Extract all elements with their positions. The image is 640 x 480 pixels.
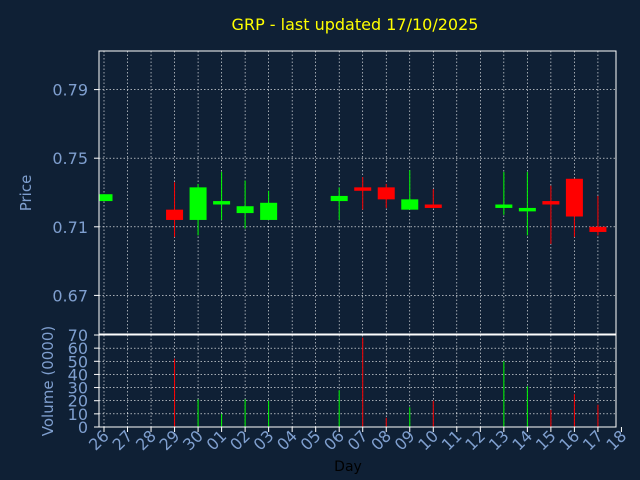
volume-tick-label: 60 — [68, 339, 88, 358]
volume-frame — [98, 334, 617, 428]
candles — [99, 170, 607, 244]
candle — [99, 194, 113, 202]
candle — [401, 170, 419, 210]
candle-body — [424, 204, 442, 208]
candle — [377, 183, 395, 208]
volume-tick-label: 0 — [78, 418, 88, 437]
volume-grid — [99, 335, 616, 427]
volume-axis-label: Volume (0000) — [39, 326, 57, 436]
chart-title: GRP - last updated 17/10/2025 — [232, 15, 479, 34]
candle-body — [99, 194, 113, 202]
candle — [189, 183, 207, 236]
candle — [424, 189, 442, 208]
candle-body — [330, 195, 348, 202]
volume-tick-label: 40 — [68, 365, 88, 384]
price-tick-label: 0.75 — [52, 149, 88, 168]
candle-body — [565, 178, 583, 217]
price-frame — [98, 50, 617, 335]
candle-body — [354, 187, 372, 191]
volume-bars — [174, 337, 599, 427]
volume-tick-label: 30 — [68, 379, 88, 398]
candle-body — [166, 209, 184, 220]
candle-body — [213, 201, 231, 205]
price-tick-label: 0.79 — [52, 81, 88, 100]
candle — [565, 178, 583, 238]
candle — [354, 177, 372, 210]
candle-body — [236, 206, 254, 214]
candle — [213, 171, 231, 220]
price-axis-label: Price — [17, 175, 35, 212]
volume-tick-label: 10 — [68, 405, 88, 424]
candle-body — [260, 202, 278, 220]
candle — [518, 171, 536, 236]
candle — [236, 180, 254, 229]
candle — [589, 195, 607, 236]
price-y-ticks: 0.67 0.71 0.75 0.79 — [52, 81, 99, 305]
candle-body — [542, 201, 560, 205]
price-panel: 0.67 0.71 0.75 0.79 Price — [17, 50, 617, 335]
price-tick-label: 0.71 — [52, 218, 88, 237]
x-tick-label: 18 — [602, 426, 630, 454]
candle-body — [589, 226, 607, 232]
candle-body — [495, 204, 513, 208]
candle-body — [401, 199, 419, 210]
price-grid — [99, 51, 616, 334]
x-axis-ticks: 2627282930010203040506070809101112131415… — [85, 426, 630, 454]
candle-body — [518, 207, 536, 212]
price-tick-label: 0.67 — [52, 286, 88, 305]
candle — [330, 187, 348, 220]
candle-body — [189, 187, 207, 220]
volume-tick-label: 50 — [68, 352, 88, 371]
candle — [166, 182, 184, 238]
volume-tick-label: 70 — [68, 326, 88, 345]
candle — [260, 190, 278, 220]
candle — [542, 185, 560, 244]
candle — [495, 171, 513, 215]
candle-body — [377, 187, 395, 200]
volume-tick-label: 20 — [68, 392, 88, 411]
x-axis-label: Day — [334, 459, 362, 475]
